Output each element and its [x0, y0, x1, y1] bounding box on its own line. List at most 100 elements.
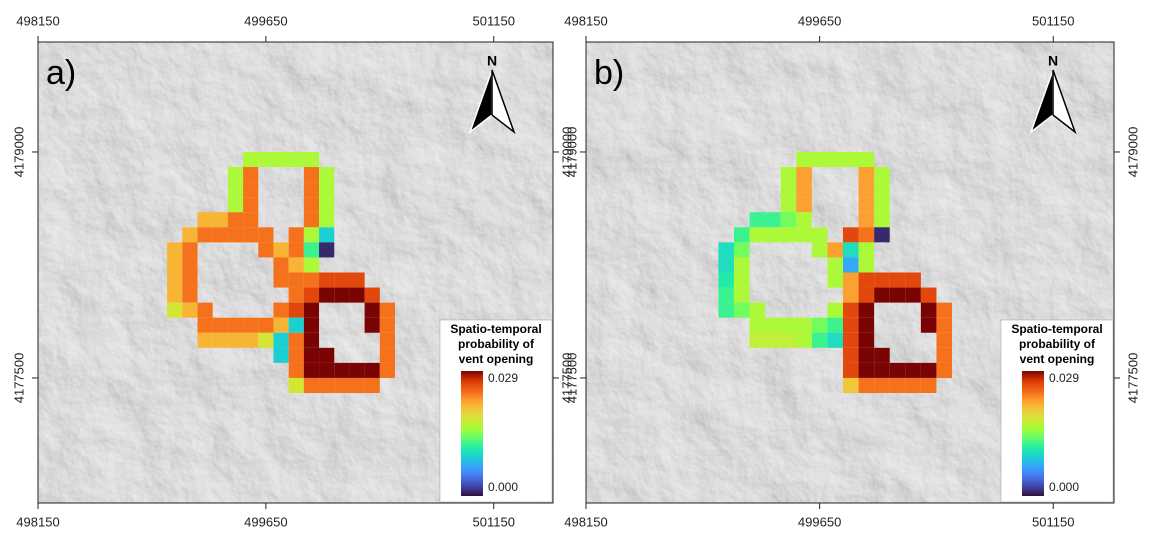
probability-cell [213, 318, 228, 333]
probability-cell [812, 318, 828, 333]
probability-cell [874, 227, 890, 242]
probability-cell [365, 288, 380, 303]
probability-cell [843, 227, 859, 242]
probability-cell [812, 227, 828, 242]
probability-cell [258, 152, 273, 167]
probability-cell [243, 333, 258, 348]
probability-cell [334, 378, 349, 393]
figure: 4981504981504996504996505011505011504177… [0, 0, 1152, 534]
x-tick-label: 499650 [798, 514, 841, 529]
probability-cell [921, 318, 937, 333]
probability-cell [334, 288, 349, 303]
probability-cell [289, 288, 304, 303]
probability-cell [936, 363, 952, 378]
probability-cell [228, 197, 243, 212]
probability-cell [843, 318, 859, 333]
probability-cell [734, 242, 750, 257]
probability-cell [781, 333, 797, 348]
probability-cell [182, 288, 197, 303]
probability-cell [796, 152, 812, 167]
probability-cell [319, 182, 334, 197]
probability-cell [843, 257, 859, 272]
probability-cell [365, 303, 380, 318]
probability-cell [198, 227, 213, 242]
probability-cell [765, 212, 781, 227]
probability-cell [750, 303, 766, 318]
probability-cell [182, 303, 197, 318]
probability-cell [304, 348, 319, 363]
probability-cell [734, 303, 750, 318]
probability-cell [843, 348, 859, 363]
probability-cell [796, 182, 812, 197]
probability-cell [304, 227, 319, 242]
y-tick-label: 4179000 [11, 127, 26, 178]
probability-cell [319, 288, 334, 303]
probability-cell [827, 242, 843, 257]
probability-cell [273, 257, 288, 272]
probability-cell [304, 197, 319, 212]
probability-cell [874, 348, 890, 363]
probability-cell [304, 303, 319, 318]
probability-cell [827, 303, 843, 318]
probability-cell [905, 378, 921, 393]
north-label: N [487, 53, 497, 69]
probability-cell [859, 363, 875, 378]
probability-cell [273, 333, 288, 348]
probability-cell [349, 378, 364, 393]
probability-cell [304, 363, 319, 378]
probability-cell [365, 378, 380, 393]
probability-cell [921, 303, 937, 318]
probability-cell [243, 152, 258, 167]
probability-cell [304, 152, 319, 167]
probability-cell [874, 363, 890, 378]
probability-cell [198, 212, 213, 227]
probability-cell [859, 197, 875, 212]
probability-cell [781, 212, 797, 227]
probability-cell [859, 303, 875, 318]
probability-cell [812, 333, 828, 348]
probability-cell [936, 303, 952, 318]
probability-cell [843, 273, 859, 288]
probability-cell [213, 227, 228, 242]
probability-cell [890, 378, 906, 393]
probability-cell [859, 182, 875, 197]
x-tick-label: 499650 [798, 13, 841, 28]
probability-cell [936, 318, 952, 333]
probability-cell [319, 167, 334, 182]
probability-cell [827, 333, 843, 348]
probability-cell [273, 348, 288, 363]
probability-cell [859, 318, 875, 333]
probability-cell [796, 212, 812, 227]
legend-title: probability of [458, 337, 535, 351]
probability-cell [319, 242, 334, 257]
y-tick-label: 4179000 [1125, 127, 1140, 178]
probability-cell [289, 333, 304, 348]
probability-cell [334, 273, 349, 288]
x-tick-label: 498150 [16, 514, 59, 529]
legend-title: Spatio-temporal [1011, 322, 1102, 336]
probability-cell [289, 303, 304, 318]
probability-cell [289, 242, 304, 257]
probability-cell [827, 152, 843, 167]
legend-tick-label: 0.000 [1049, 480, 1079, 494]
probability-cell [827, 273, 843, 288]
probability-cell [349, 288, 364, 303]
probability-cell [273, 152, 288, 167]
probability-cell [827, 318, 843, 333]
probability-cell [734, 227, 750, 242]
probability-cell [890, 288, 906, 303]
panel-label: a) [46, 54, 76, 92]
probability-cell [167, 242, 182, 257]
probability-cell [182, 257, 197, 272]
probability-cell [349, 363, 364, 378]
probability-cell [734, 288, 750, 303]
y-tick-label: 4177500 [1125, 353, 1140, 404]
probability-cell [380, 348, 395, 363]
probability-cell [380, 363, 395, 378]
y-tick-label: 4179000 [559, 127, 574, 178]
probability-cell [289, 348, 304, 363]
probability-cell [304, 273, 319, 288]
probability-cell [936, 333, 952, 348]
probability-cell [198, 318, 213, 333]
probability-cell [843, 152, 859, 167]
